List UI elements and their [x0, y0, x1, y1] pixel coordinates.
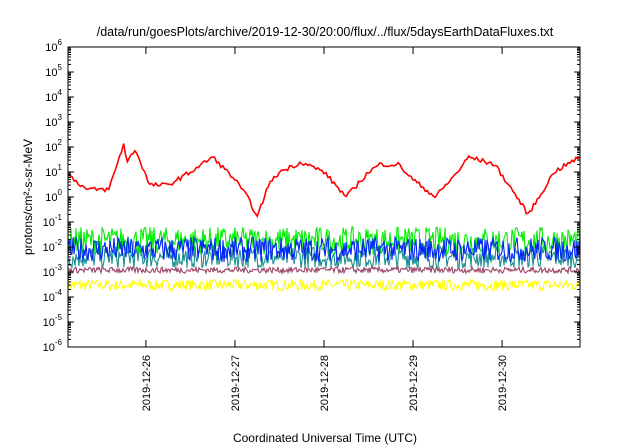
series-line	[67, 265, 581, 276]
y-axis-label: protons/cm²-s-sr-MeV	[21, 139, 35, 255]
y-tick-label: 106	[45, 38, 62, 54]
y-tick-label: 10-5	[43, 313, 63, 329]
series-line	[67, 143, 581, 218]
y-tick-label: 101	[45, 163, 62, 179]
y-tick-label: 100	[45, 188, 62, 204]
x-axis: 2019-12-26 2019-12-27 2019-12-28 2019-12-29…	[141, 47, 509, 411]
y-tick-label: 10-4	[43, 288, 63, 304]
series-line	[67, 278, 581, 293]
x-tick-label: 2019-12-29	[408, 355, 420, 411]
y-tick-label: 103	[45, 113, 62, 129]
y-axis: 106 105 104 103 102 101 100 10-1 10-2 10-3 10-4 10-…	[43, 38, 580, 354]
y-tick-label: 10-2	[43, 238, 63, 254]
y-tick-label: 105	[45, 63, 62, 79]
x-axis-label: Coordinated Universal Time (UTC)	[233, 431, 417, 445]
x-tick-label: 2019-12-28	[319, 355, 331, 411]
chart-title: /data/run/goesPlots/archive/2019-12-30/2…	[97, 25, 554, 39]
y-tick-label: 10-3	[43, 263, 63, 279]
y-tick-label: 10-1	[43, 213, 63, 229]
plot-frame	[67, 46, 581, 348]
y-tick-label: 102	[45, 138, 62, 154]
x-tick-label: 2019-12-26	[141, 355, 153, 411]
series-line	[67, 244, 581, 270]
series-line	[67, 235, 581, 263]
x-tick-label: 2019-12-27	[230, 355, 242, 411]
x-tick-label: 2019-12-30	[497, 355, 509, 411]
y-tick-label: 104	[45, 88, 62, 104]
series-layer	[67, 143, 581, 293]
y-tick-label: 10-6	[43, 338, 63, 354]
